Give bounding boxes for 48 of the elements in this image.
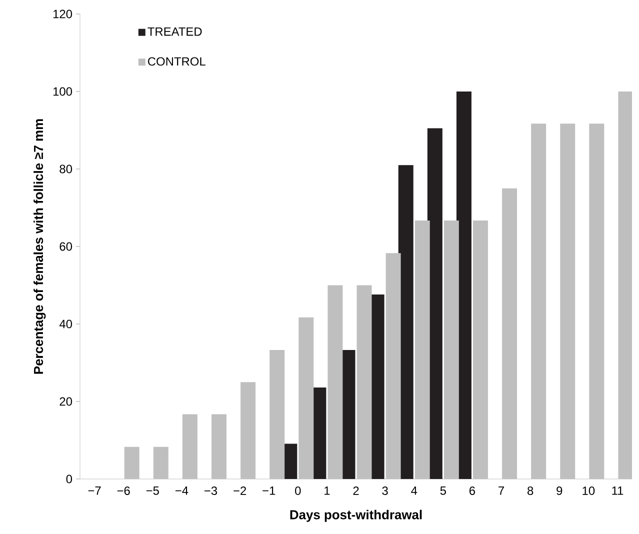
y-tick-label: 0 xyxy=(66,474,72,484)
y-tick-label: 40 xyxy=(59,320,72,328)
x-tick-label: −3 xyxy=(204,486,218,495)
y-tick-label: 80 xyxy=(60,164,72,174)
x-tick-label: 10 xyxy=(582,486,595,495)
x-tick-label: −5 xyxy=(146,486,159,495)
x-tick-label: 0 xyxy=(295,486,301,495)
legend-label: TREATED xyxy=(148,27,202,36)
bar xyxy=(124,446,140,479)
y-tick-label: 120 xyxy=(53,10,72,18)
bar xyxy=(153,446,168,479)
x-axis-title: Days post-withdrawal xyxy=(290,510,422,522)
bar xyxy=(298,317,314,479)
x-tick-label: −1 xyxy=(262,486,276,495)
bar xyxy=(531,124,546,479)
bar xyxy=(589,124,604,479)
x-tick-label: 7 xyxy=(498,486,504,495)
y-tick-label: 20 xyxy=(60,397,72,406)
bar xyxy=(560,124,576,479)
bar xyxy=(618,91,632,479)
x-tick-label: 4 xyxy=(411,486,418,495)
x-tick-label: 2 xyxy=(353,486,359,495)
x-tick-label: 8 xyxy=(528,486,534,495)
bar xyxy=(472,220,488,479)
bar xyxy=(211,414,226,479)
bar xyxy=(328,285,343,479)
x-tick-label: −4 xyxy=(175,486,188,495)
bar xyxy=(502,188,518,479)
x-tick-label: −2 xyxy=(234,486,246,495)
x-tick-label: −6 xyxy=(117,486,130,495)
bar xyxy=(270,350,285,479)
y-axis-title: Percentage of females with follicle ≥7 mm xyxy=(34,119,46,374)
x-tick-label: 11 xyxy=(612,486,624,495)
y-tick-label: 60 xyxy=(60,242,72,251)
x-tick-label: 9 xyxy=(556,486,562,495)
bar xyxy=(414,220,430,479)
y-tick-label: 100 xyxy=(53,87,72,96)
bar xyxy=(386,253,401,479)
legend-label: CONTROL xyxy=(148,57,206,66)
x-tick-label: −7 xyxy=(88,486,101,495)
x-tick-label: 1 xyxy=(324,486,330,495)
bar xyxy=(182,414,198,479)
bar xyxy=(444,220,459,479)
bar xyxy=(240,382,256,479)
x-tick-label: 3 xyxy=(382,486,388,495)
x-tick-label: 6 xyxy=(470,486,476,495)
bar xyxy=(356,285,372,479)
x-tick-label: 5 xyxy=(440,486,446,495)
